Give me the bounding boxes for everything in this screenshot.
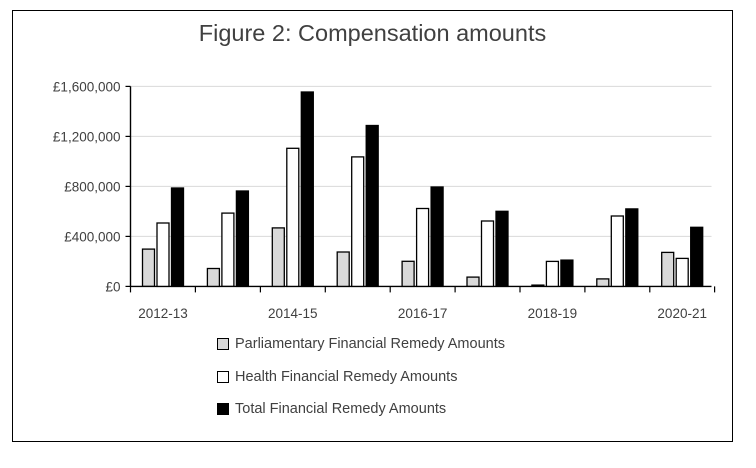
svg-text:2014-15: 2014-15 [268,306,318,321]
svg-text:2018-19: 2018-19 [528,306,578,321]
svg-text:2016-17: 2016-17 [398,306,448,321]
svg-text:£0: £0 [105,279,120,294]
svg-text:£400,000: £400,000 [64,229,120,244]
svg-text:2012-13: 2012-13 [138,306,188,321]
svg-text:£1,200,000: £1,200,000 [53,129,121,144]
svg-text:£800,000: £800,000 [64,179,120,194]
svg-text:2020-21: 2020-21 [657,306,707,321]
svg-text:£1,600,000: £1,600,000 [53,79,121,94]
